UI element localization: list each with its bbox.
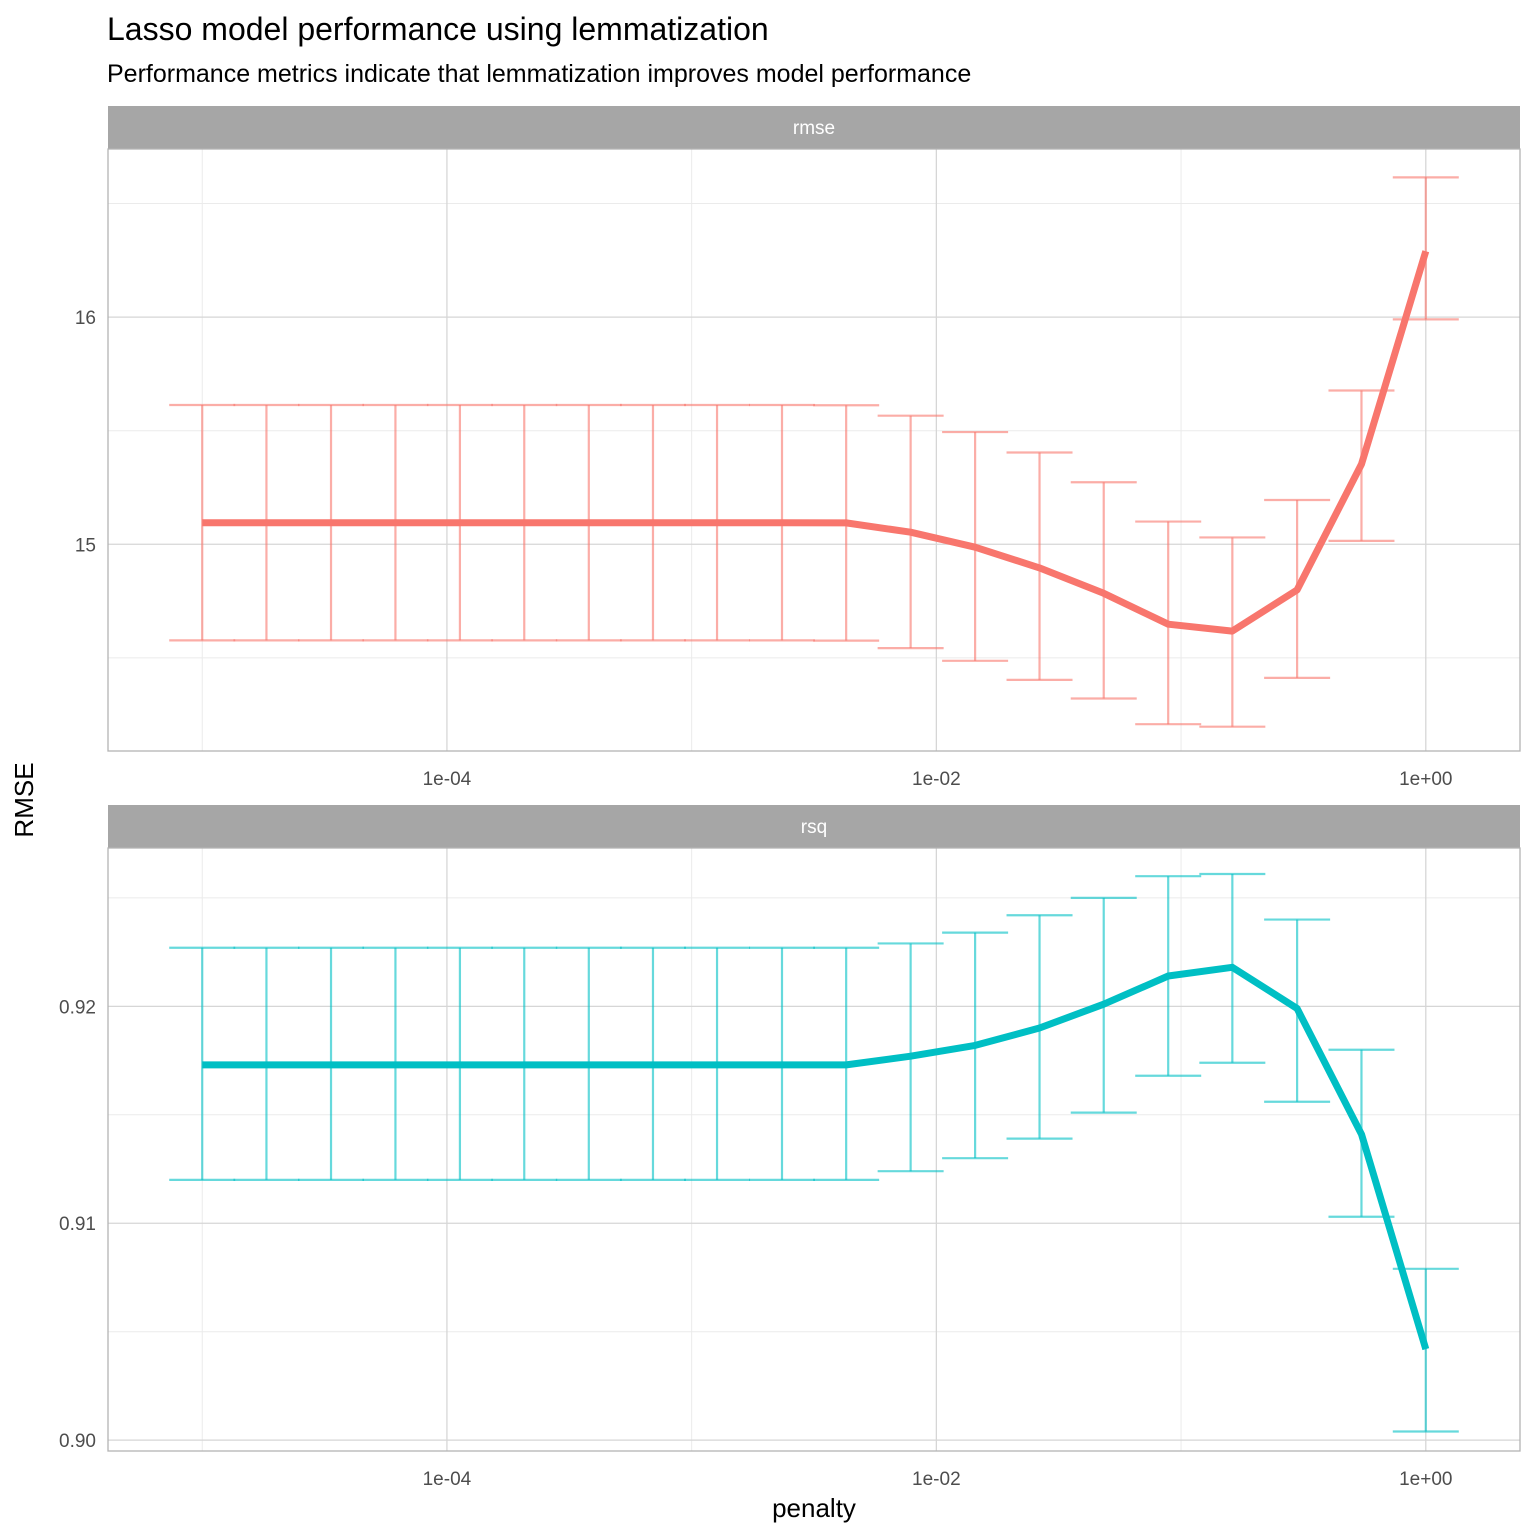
x-tick-label: 1e-02 xyxy=(912,769,961,790)
facet-strip-label: rsq xyxy=(801,817,827,838)
plot-area xyxy=(108,848,1520,1451)
y-tick-label: 0.91 xyxy=(59,1214,96,1235)
x-tick-label: 1e+00 xyxy=(1399,1469,1452,1490)
facet-strip-label: rmse xyxy=(793,118,835,139)
panel-border xyxy=(107,148,1521,752)
y-tick-label: 0.90 xyxy=(59,1431,96,1452)
y-tick-label: 15 xyxy=(75,535,96,556)
mean-line-rmse xyxy=(202,250,1430,635)
y-tick-label: 16 xyxy=(75,308,96,329)
facet-strip xyxy=(108,805,1520,848)
x-axis-title: penalty xyxy=(772,1493,856,1523)
mean-line-rsq xyxy=(202,963,1430,1351)
panel-rsq: rsq 0.90 0.91 0.92 1e-04 1e-02 1e+00 xyxy=(59,805,1521,1490)
panel-rmse: rmse 15 16 1e-04 1e-02 1e+00 xyxy=(75,106,1521,790)
facet-strip xyxy=(108,106,1520,149)
y-tick-label: 0.92 xyxy=(59,997,96,1018)
chart-subtitle: Performance metrics indicate that lemmat… xyxy=(107,60,971,88)
x-tick-label: 1e-04 xyxy=(423,1469,472,1490)
x-tick-label: 1e+00 xyxy=(1399,769,1452,790)
panel-border xyxy=(107,847,1521,1452)
x-tick-label: 1e-02 xyxy=(912,1469,961,1490)
x-tick-label: 1e-04 xyxy=(423,769,472,790)
plot-area xyxy=(108,149,1520,751)
chart-title: Lasso model performance using lemmatizat… xyxy=(107,11,769,47)
y-axis-title: RMSE xyxy=(9,762,39,837)
